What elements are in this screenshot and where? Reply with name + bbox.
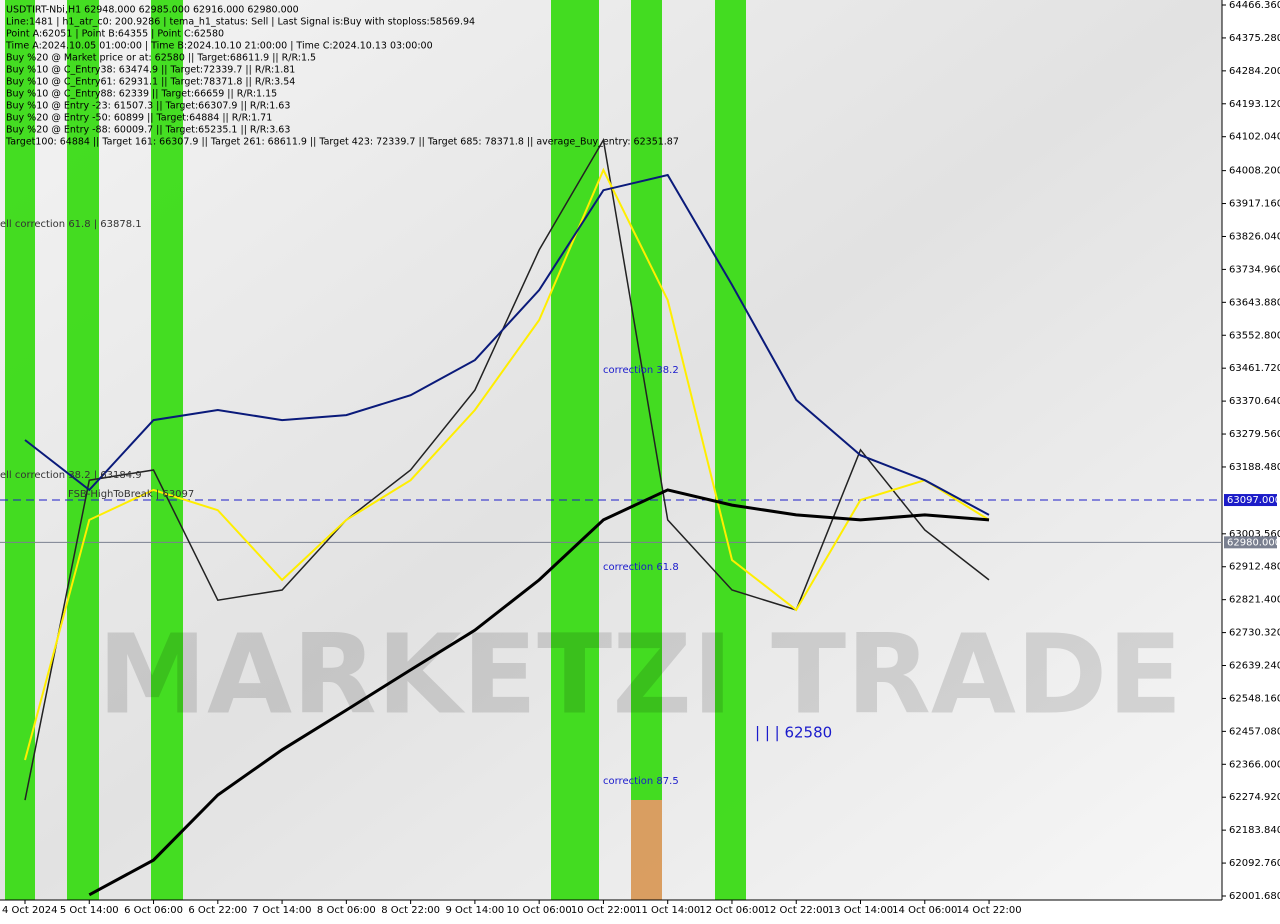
series-line [24,173,990,516]
y-tick-label: 63003.560 [1229,529,1280,540]
annotation: ell correction 61.8 | 63878.1 [0,219,142,230]
y-tick-label: 62457.080 [1229,726,1280,737]
info-line: Target100: 64884 || Target 161: 66307.9 … [5,137,679,148]
annotation: correction 38.2 [603,365,679,376]
annotation: FSB-HighToBreak | 63097 [68,489,194,500]
y-tick-label: 62548.160 [1229,693,1280,704]
annotation: correction 61.8 [603,562,679,573]
x-tick-label: 6 Oct 06:00 [124,905,183,916]
signal-band [715,0,746,900]
series-line [24,137,990,801]
y-tick-label: 64102.040 [1229,132,1280,143]
price-label: 62980.000 [1227,537,1280,548]
y-tick-label: 64284.200 [1229,66,1280,77]
info-line: USDTIRT-Nbi,H1 62948.000 62985.000 62916… [6,5,299,16]
y-tick-label: 62821.400 [1229,595,1280,606]
signal-band [631,0,662,900]
x-tick-label: 9 Oct 14:00 [445,905,504,916]
x-tick-label: 5 Oct 14:00 [60,905,119,916]
y-tick-label: 64466.360 [1229,0,1280,11]
info-line: Buy %10 @ C_Entry38: 63474.9 || Target:7… [6,65,295,76]
y-tick-label: 63552.800 [1229,330,1280,341]
info-line: Buy %20 @ Entry -88: 60009.7 || Target:6… [6,125,290,136]
info-line: Buy %20 @ Entry -50: 60899 || Target:648… [6,113,272,124]
y-tick-label: 62730.320 [1229,628,1280,639]
y-tick-label: 63643.880 [1229,297,1280,308]
info-line: Line:1481 | h1_atr_c0: 200.9286 | tema_h… [6,17,475,28]
y-tick-label: 63826.040 [1229,231,1280,242]
signal-band [67,0,99,900]
y-tick-label: 64193.120 [1229,99,1280,110]
x-tick-label: 14 Oct 06:00 [892,905,957,916]
series-line [24,167,990,761]
info-line: Point A:62051 | Point B:64355 | Point C:… [6,29,224,40]
price-label: 63097.000 [1227,495,1280,506]
signal-band [151,0,183,900]
price-label-box [1224,494,1277,507]
signal-bands [5,0,746,900]
watermark: MARKETZI TRADE [97,610,1182,738]
y-tick-label: 62366.000 [1229,759,1280,770]
series-line [88,488,990,897]
x-tick-label: 6 Oct 22:00 [188,905,247,916]
x-tick-label: 10 Oct 06:00 [507,905,572,916]
plot-background [0,0,1222,900]
x-tick-label: 10 Oct 22:00 [571,905,636,916]
info-line: Buy %10 @ C_Entry61: 62931.1 || Target:7… [6,77,295,88]
info-line: Buy %10 @ Entry -23: 61507.3 || Target:6… [6,101,290,112]
x-tick-label: 13 Oct 14:00 [828,905,893,916]
y-tick-label: 63734.960 [1229,264,1280,275]
info-line: Buy %10 @ C_Entry88: 62339 || Target:666… [6,89,277,100]
y-tick-label: 62092.760 [1229,858,1280,869]
y-tick-label: 62274.920 [1229,792,1280,803]
x-tick-label: 4 Oct 2024 [2,905,57,916]
info-line: Time A:2024.10.05 01:00:00 | Time B:2024… [5,41,433,52]
annotation: correction 87.5 [603,776,679,787]
x-tick-label: 11 Oct 14:00 [635,905,700,916]
y-tick-label: 62912.480 [1229,562,1280,573]
y-tick-label: 64008.200 [1229,166,1280,177]
y-tick-label: 62001.680 [1229,891,1280,902]
x-tick-label: 14 Oct 22:00 [956,905,1021,916]
info-panel: USDTIRT-Nbi,H1 62948.000 62985.000 62916… [5,5,679,148]
y-tick-label: 63917.160 [1229,199,1280,210]
signal-band [5,0,35,900]
y-tick-label: 63370.640 [1229,396,1280,407]
y-tick-label: 63461.720 [1229,363,1280,374]
signal-band [551,0,599,900]
x-tick-label: 7 Oct 14:00 [253,905,312,916]
y-tick-label: 64375.280 [1229,33,1280,44]
correction-zone [631,800,662,900]
x-tick-label: 8 Oct 06:00 [317,905,376,916]
y-tick-label: 63188.480 [1229,462,1280,473]
x-tick-label: 8 Oct 22:00 [381,905,440,916]
price-label-box [1224,536,1277,549]
x-tick-label: 12 Oct 06:00 [699,905,764,916]
annotation: | | | 62580 [755,724,832,742]
y-tick-label: 62639.240 [1229,661,1280,672]
y-tick-label: 63279.560 [1229,429,1280,440]
info-line: Buy %20 @ Market price or at: 62580 || T… [6,53,316,64]
annotation: ell correction 38.2 | 63184.9 [0,470,142,481]
x-tick-label: 12 Oct 22:00 [764,905,829,916]
y-tick-label: 62183.840 [1229,825,1280,836]
